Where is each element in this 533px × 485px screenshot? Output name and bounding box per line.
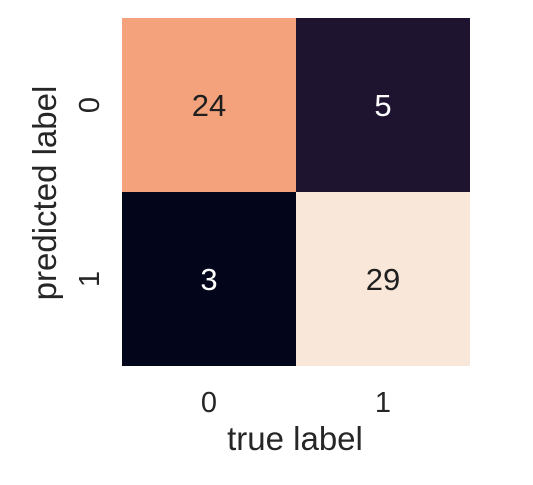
x-axis-label: true label	[227, 420, 363, 457]
cells-layer	[122, 18, 470, 366]
heatmap-cell-0-1	[296, 18, 470, 192]
heatmap-cell-0-0	[122, 18, 296, 192]
y-tick-label-0: 0	[74, 97, 106, 113]
cell-value-label-1-1: 29	[366, 262, 400, 297]
cell-value-label-1-0: 3	[200, 262, 217, 297]
heatmap-cell-1-0	[122, 192, 296, 366]
cell-value-label-0-1: 5	[374, 88, 391, 123]
x-tick-label-1: 1	[375, 387, 391, 419]
heatmap-cell-1-1	[296, 192, 470, 366]
y-axis-label: predicted label	[26, 86, 63, 301]
y-tick-label-1: 1	[74, 271, 106, 287]
x-tick-label-0: 0	[201, 387, 217, 419]
cell-value-label-0-0: 24	[192, 88, 226, 123]
labels-layer: 24 5 3 29 0 1 0 1	[74, 88, 400, 419]
